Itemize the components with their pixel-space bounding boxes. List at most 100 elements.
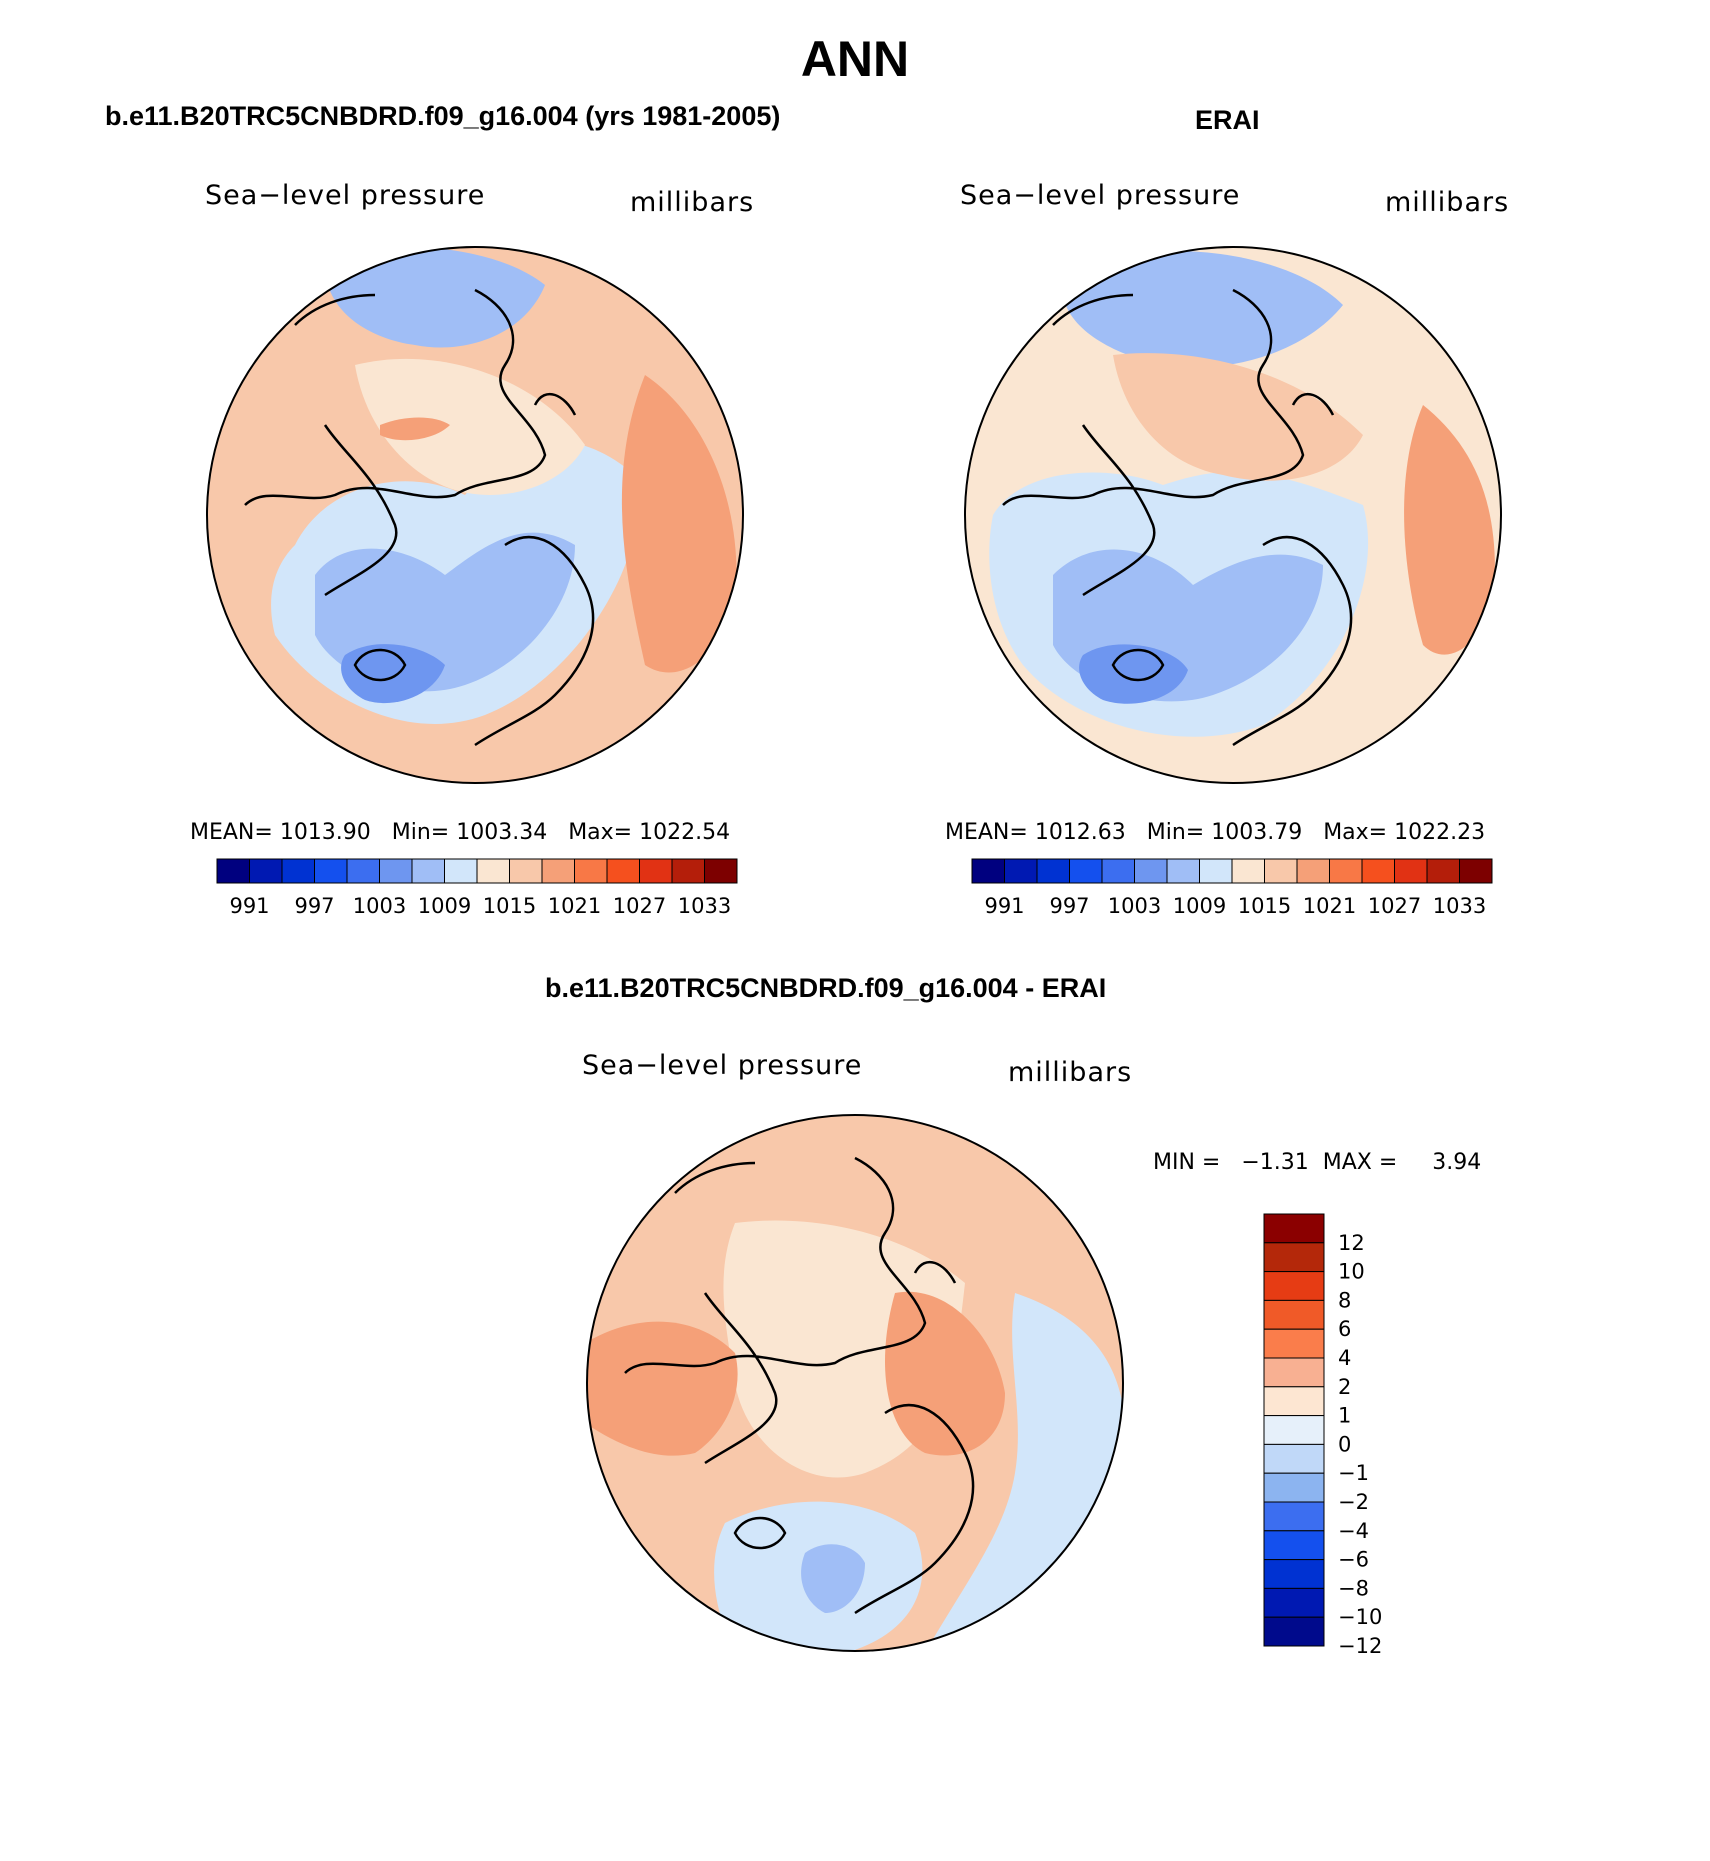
colorbar-cell xyxy=(1426,858,1460,884)
colorbar-tick-label: −6 xyxy=(1338,1548,1369,1572)
colorbar-tick-label: 6 xyxy=(1338,1317,1351,1341)
colorbar-tick-label: 997 xyxy=(294,894,334,918)
colorbar-tick-label: −8 xyxy=(1338,1576,1369,1600)
colorbar-cell xyxy=(606,858,640,884)
colorbar-tick-label: 1003 xyxy=(1108,894,1161,918)
colorbar-tick-label: 8 xyxy=(1338,1288,1351,1312)
colorbar-cell xyxy=(1263,1559,1325,1589)
obs-colorbar: 991 997 1003 1009 1015 1021 1027 1033 xyxy=(971,858,1493,918)
colorbar-cell xyxy=(671,858,705,884)
colorbar-cell xyxy=(509,858,543,884)
diff-polar-map xyxy=(586,1114,1124,1652)
colorbar-cell xyxy=(971,858,1005,884)
obs-units-label: millibars xyxy=(1385,187,1510,218)
colorbar-cell xyxy=(476,858,510,884)
colorbar-cell xyxy=(1394,858,1428,884)
colorbar-tick-label: 1009 xyxy=(418,894,471,918)
colorbar-cell xyxy=(1036,858,1070,884)
colorbar-tick-label: 12 xyxy=(1338,1231,1365,1255)
obs-polar-map xyxy=(964,246,1502,784)
colorbar-tick-label: −2 xyxy=(1338,1490,1369,1514)
model-colorbar: 991 997 1003 1009 1015 1021 1027 1033 xyxy=(216,858,738,918)
colorbar-cell xyxy=(1263,1271,1325,1301)
colorbar-cell xyxy=(1361,858,1395,884)
obs-region-siberian-high xyxy=(1404,405,1495,655)
colorbar-tick-label: 1 xyxy=(1338,1404,1351,1428)
model-region-beaufort-high xyxy=(380,417,450,441)
colorbar-cell xyxy=(704,858,738,884)
colorbar-cell xyxy=(281,858,315,884)
colorbar-cell xyxy=(1263,1357,1325,1388)
colorbar-tick-label: 991 xyxy=(229,894,269,918)
colorbar-tick-label: 1015 xyxy=(1238,894,1291,918)
colorbar-cell xyxy=(1263,1415,1325,1445)
colorbar-tick-label: 991 xyxy=(984,894,1024,918)
colorbar-cell xyxy=(1263,1443,1325,1474)
colorbar-cell xyxy=(1166,858,1200,884)
colorbar-tick-label: 1033 xyxy=(678,894,731,918)
colorbar-cell xyxy=(1263,1328,1325,1359)
diff-map-boundary xyxy=(586,1114,1124,1652)
diff-stats: MIN = −1.31 MAX = 3.94 xyxy=(1153,1150,1482,1175)
colorbar-cell xyxy=(1263,1501,1325,1532)
colorbar-tick-label: 4 xyxy=(1338,1346,1351,1370)
colorbar-cell xyxy=(346,858,380,884)
colorbar-tick-label: 2 xyxy=(1338,1375,1351,1399)
colorbar-cell xyxy=(1263,1530,1325,1561)
diff-units-label: millibars xyxy=(1008,1057,1133,1088)
model-region-icelandic-low xyxy=(341,644,445,704)
colorbar-cell xyxy=(541,858,575,884)
diff-coastline xyxy=(624,1156,975,1615)
colorbar-cell xyxy=(216,858,250,884)
model-region-siberian-high xyxy=(621,375,737,673)
obs-map-boundary xyxy=(964,246,1502,784)
colorbar-tick-label: 997 xyxy=(1049,894,1089,918)
obs-variable-label: Sea−level pressure xyxy=(960,180,1241,211)
colorbar-cell xyxy=(1263,1386,1325,1417)
obs-region-icelandic-low xyxy=(1079,644,1188,704)
colorbar-cell xyxy=(1263,1213,1325,1244)
colorbar-cell xyxy=(1199,858,1233,884)
obs-coastline xyxy=(1002,288,1353,747)
model-region-aleutian-low xyxy=(325,247,545,348)
colorbar-cell xyxy=(1329,858,1363,884)
colorbar-cell xyxy=(1296,858,1330,884)
colorbar-cell xyxy=(1263,1472,1325,1503)
diff-variable-label: Sea−level pressure xyxy=(582,1050,863,1081)
model-map-boundary xyxy=(206,246,744,784)
colorbar-cell xyxy=(411,858,445,884)
colorbar-cell xyxy=(1263,1242,1325,1273)
colorbar-cell xyxy=(1004,858,1038,884)
colorbar-cell xyxy=(1134,858,1168,884)
colorbar-tick-label: 10 xyxy=(1338,1260,1365,1284)
model-polar-map xyxy=(206,246,744,784)
colorbar-cell xyxy=(574,858,608,884)
diff-case-title: b.e11.B20TRC5CNBDRD.f09_g16.004 - ERAI xyxy=(545,973,1107,1003)
colorbar-cell xyxy=(1231,858,1265,884)
model-case-title: b.e11.B20TRC5CNBDRD.f09_g16.004 (yrs 198… xyxy=(105,101,781,131)
colorbar-tick-label: −10 xyxy=(1338,1605,1382,1629)
colorbar-cell xyxy=(1263,1299,1325,1330)
colorbar-tick-label: 1021 xyxy=(548,894,601,918)
colorbar-cell xyxy=(639,858,673,884)
colorbar-cell xyxy=(1101,858,1135,884)
colorbar-cell xyxy=(1263,1616,1325,1647)
model-stats: MEAN= 1013.90 Min= 1003.34 Max= 1022.54 xyxy=(190,820,731,845)
colorbar-tick-label: 1027 xyxy=(613,894,666,918)
colorbar-cell xyxy=(1069,858,1103,884)
model-coastline xyxy=(244,288,595,747)
colorbar-cell xyxy=(1459,858,1493,884)
colorbar-tick-label: −4 xyxy=(1338,1519,1369,1543)
colorbar-cell xyxy=(379,858,413,884)
obs-case-title: ERAI xyxy=(1195,105,1260,135)
colorbar-tick-label: 0 xyxy=(1338,1432,1351,1456)
colorbar-tick-label: 1021 xyxy=(1303,894,1356,918)
colorbar-tick-label: 1003 xyxy=(353,894,406,918)
colorbar-tick-label: 1027 xyxy=(1368,894,1421,918)
model-region-arctic-neutral xyxy=(355,358,585,495)
colorbar-cell xyxy=(314,858,348,884)
colorbar-tick-label: 1009 xyxy=(1173,894,1226,918)
diff-region-eurasia-positive xyxy=(885,1291,1005,1456)
model-variable-label: Sea−level pressure xyxy=(205,180,486,211)
